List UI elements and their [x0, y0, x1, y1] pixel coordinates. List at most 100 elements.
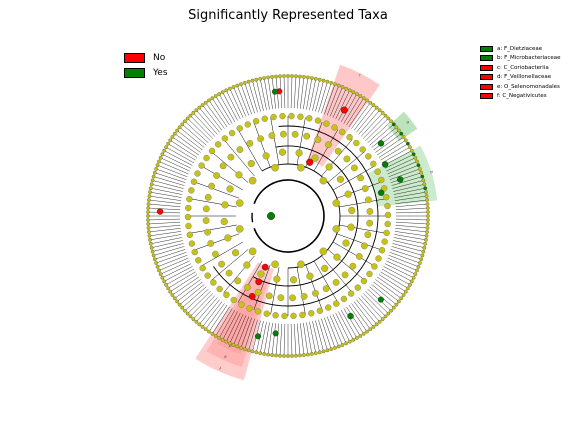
leaf-node — [177, 302, 182, 307]
internal-node — [220, 218, 228, 226]
internal-node — [236, 146, 244, 153]
leaf-branch — [152, 180, 184, 189]
biomarker-node-c — [340, 106, 348, 114]
leaf-node — [217, 92, 222, 96]
legend-label-no: No — [153, 52, 166, 63]
internal-branch — [321, 139, 353, 177]
leaf-branch — [215, 96, 233, 124]
leaf-branch — [360, 112, 383, 137]
leaf-branch — [378, 274, 406, 292]
internal-branch — [211, 249, 249, 281]
leaf-branch — [179, 284, 205, 305]
leaf-node — [148, 241, 153, 246]
leaf-node — [160, 275, 165, 280]
internal-node — [342, 239, 350, 247]
leaf-node — [426, 210, 430, 214]
leaf-node — [154, 167, 158, 171]
biomarker-label-e: e: O_Selenomonadales — [497, 83, 560, 90]
leaf-branch — [174, 279, 201, 299]
leaf-branch — [290, 323, 293, 356]
leaf-branch — [156, 168, 187, 180]
leaf-node — [294, 353, 298, 358]
internal-node — [235, 171, 243, 179]
leaf-node — [358, 334, 363, 338]
leaf-node — [413, 272, 418, 277]
leaf-node — [351, 90, 356, 95]
leaf-branch — [233, 86, 247, 117]
leaf-node — [290, 354, 294, 358]
leaf-branch — [358, 297, 380, 322]
leaf-node — [213, 94, 218, 98]
internal-node — [215, 141, 222, 148]
internal-node — [314, 117, 322, 124]
internal-node — [370, 160, 377, 168]
internal-node — [378, 247, 386, 254]
biomarker-legend-item-d: d: F_Veillonellaceae — [480, 73, 561, 83]
leaf-branch — [202, 301, 223, 327]
internal-branch — [296, 117, 306, 165]
internal-node — [244, 283, 251, 291]
internal-branch — [327, 151, 365, 183]
leaf-node — [183, 308, 187, 313]
internal-node — [226, 185, 234, 193]
internal-node — [297, 163, 305, 172]
leaf-node — [298, 353, 302, 358]
biomarker-node — [347, 312, 354, 320]
leaf-node — [175, 299, 179, 304]
leaf-branch — [193, 295, 216, 320]
leaf-node — [258, 351, 263, 356]
leaf-branch — [353, 301, 374, 327]
leaf-branch — [338, 92, 354, 121]
leaf-node — [333, 346, 337, 350]
leaf-branch — [303, 77, 309, 110]
internal-node — [332, 279, 340, 286]
leaf-branch — [149, 231, 182, 237]
leaf-branch — [182, 286, 207, 308]
internal-branch — [313, 260, 339, 303]
leaf-branch — [248, 81, 258, 113]
leaf-node — [306, 352, 310, 357]
leaf-node — [374, 105, 379, 110]
leaf-node — [180, 122, 185, 127]
leaf-branch — [346, 98, 364, 126]
leaf-branch — [196, 110, 218, 135]
leaf-node — [220, 337, 225, 342]
internal-branch — [336, 181, 383, 199]
leaf-branch — [318, 319, 328, 351]
internal-node — [186, 231, 193, 238]
leaf-node — [340, 343, 345, 347]
leaf-branch — [244, 318, 255, 350]
leaf-node — [389, 308, 393, 313]
internal-branch — [336, 233, 383, 251]
leaf-node — [235, 344, 240, 349]
biomarker-node-b2 — [397, 176, 404, 183]
leaf-node — [170, 293, 175, 297]
internal-node — [253, 118, 260, 125]
legend-label-yes: Yes — [153, 67, 168, 78]
internal-node — [210, 279, 217, 286]
leaf-node — [220, 90, 225, 95]
internal-branch — [321, 255, 353, 293]
leaf-branch — [390, 172, 422, 183]
leaf-branch — [381, 146, 411, 164]
internal-node — [322, 285, 330, 292]
leaf-node — [147, 230, 151, 234]
internal-node — [357, 174, 364, 182]
internal-node — [219, 162, 227, 170]
leaf-branch — [395, 221, 428, 225]
leaf-branch — [226, 90, 241, 120]
leaf-node — [183, 119, 187, 124]
internal-node — [262, 152, 270, 160]
leaf-branch — [158, 161, 189, 175]
leaf-branch — [343, 96, 361, 124]
internal-node — [341, 271, 349, 279]
biomarker-label-a: a: F_Dietziaceae — [497, 45, 543, 52]
leaf-node — [394, 125, 399, 130]
internal-branch — [201, 165, 244, 191]
leaf-node — [224, 88, 229, 93]
internal-node — [234, 277, 242, 285]
leaf-node — [389, 119, 393, 124]
leaf-branch — [377, 276, 404, 296]
leaf-node — [155, 163, 160, 168]
internal-node — [366, 219, 374, 227]
